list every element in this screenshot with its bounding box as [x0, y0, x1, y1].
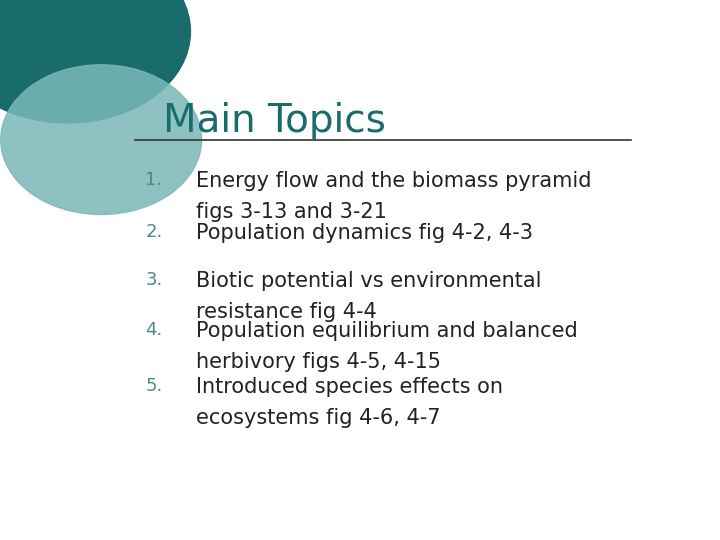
Text: Main Topics: Main Topics [163, 102, 385, 140]
Circle shape [0, 0, 190, 123]
Text: 3.: 3. [145, 271, 163, 288]
Text: Population dynamics fig 4-2, 4-3: Population dynamics fig 4-2, 4-3 [196, 223, 533, 243]
Text: 4.: 4. [145, 321, 163, 339]
Text: Population equilibrium and balanced: Population equilibrium and balanced [196, 321, 577, 341]
Text: Energy flow and the biomass pyramid: Energy flow and the biomass pyramid [196, 171, 592, 191]
Circle shape [1, 65, 202, 214]
Text: herbivory figs 4-5, 4-15: herbivory figs 4-5, 4-15 [196, 352, 441, 372]
Text: 1.: 1. [145, 171, 163, 189]
Text: ecosystems fig 4-6, 4-7: ecosystems fig 4-6, 4-7 [196, 408, 441, 428]
Text: figs 3-13 and 3-21: figs 3-13 and 3-21 [196, 202, 387, 222]
Text: Introduced species effects on: Introduced species effects on [196, 377, 503, 397]
Text: 2.: 2. [145, 223, 163, 241]
Text: Biotic potential vs environmental: Biotic potential vs environmental [196, 271, 541, 291]
Text: resistance fig 4-4: resistance fig 4-4 [196, 302, 377, 322]
Text: 5.: 5. [145, 377, 163, 395]
